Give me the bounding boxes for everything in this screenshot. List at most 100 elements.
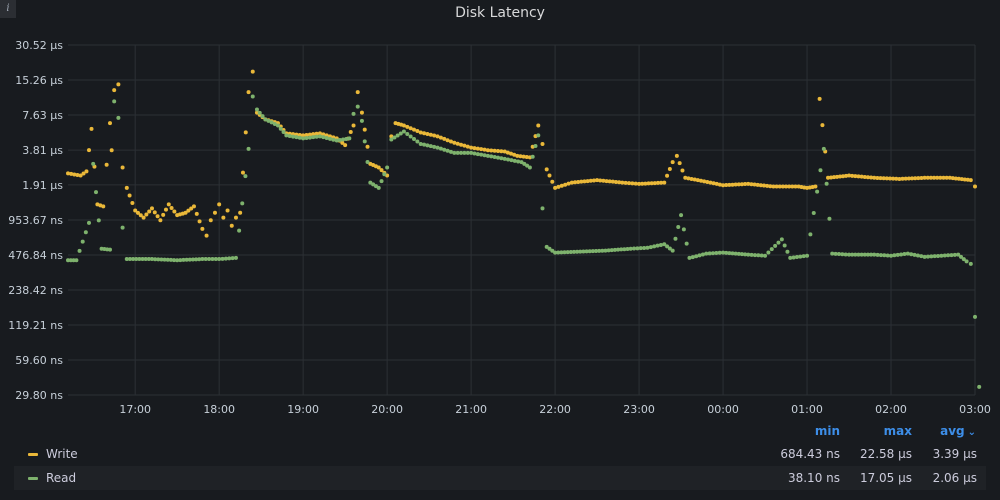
data-point-read <box>159 257 164 262</box>
data-point-write <box>109 148 114 153</box>
data-point-read <box>773 243 778 248</box>
data-point-read <box>961 257 966 262</box>
y-tick-label: 953.67 ns <box>8 214 63 227</box>
data-point-read <box>694 254 699 259</box>
data-point-read <box>801 254 806 259</box>
data-point-write <box>208 218 213 223</box>
data-point-read <box>269 120 274 125</box>
data-point-read <box>727 251 732 256</box>
data-point-read <box>489 154 494 159</box>
data-point-write <box>172 209 177 214</box>
data-point-read <box>395 133 400 138</box>
data-point-read <box>351 111 356 116</box>
data-point-read <box>824 181 829 186</box>
chevron-down-icon: ⌄ <box>967 427 976 438</box>
data-point-read <box>609 248 614 253</box>
data-point-read <box>565 250 570 255</box>
data-point-write <box>670 160 675 165</box>
data-point-write <box>415 129 420 134</box>
data-point-write <box>941 175 946 180</box>
data-point-read <box>915 253 920 258</box>
data-point-read <box>213 257 218 262</box>
x-tick-label: 19:00 <box>287 403 319 416</box>
data-point-write <box>829 175 834 180</box>
data-point-read <box>475 152 480 157</box>
legend-header-avg[interactable]: avg ⌄ <box>930 424 976 440</box>
data-point-write <box>459 142 464 147</box>
data-point-write <box>479 147 484 152</box>
legend-swatch-read <box>28 477 38 480</box>
y-tick-label: 15.26 µs <box>15 74 63 87</box>
data-point-write <box>559 183 564 188</box>
data-point-read <box>700 252 705 257</box>
data-point-read <box>506 157 511 162</box>
data-point-write <box>832 175 837 180</box>
data-point-read <box>850 252 855 257</box>
data-point-read <box>146 257 151 262</box>
data-point-read <box>168 257 173 262</box>
legend-row-write[interactable]: Write 684.43 ns 22.58 µs 3.39 µs <box>14 442 986 466</box>
data-point-read <box>949 253 954 258</box>
data-point-write <box>755 182 760 187</box>
data-point-read <box>556 250 561 255</box>
data-point-write <box>869 175 874 180</box>
data-point-write <box>841 174 846 179</box>
data-point-write <box>149 206 154 211</box>
data-point-read <box>756 253 761 258</box>
data-point-read <box>878 253 883 258</box>
data-point-read <box>808 232 813 237</box>
data-point-read <box>149 257 154 262</box>
data-point-read <box>530 154 535 159</box>
panel-title[interactable]: Disk Latency <box>455 5 545 21</box>
data-point-write <box>925 175 930 180</box>
data-point-read <box>642 245 647 250</box>
data-point-read <box>334 138 339 143</box>
data-point-read <box>304 135 309 140</box>
data-point-write <box>200 226 205 231</box>
legend-row-read[interactable]: Read 38.10 ns 17.05 µs 2.06 µs <box>14 466 986 490</box>
data-point-write <box>317 131 322 136</box>
data-point-write <box>610 179 615 184</box>
data-point-read <box>116 115 121 120</box>
data-point-write <box>84 169 89 174</box>
data-point-read <box>442 147 447 152</box>
data-point-read <box>964 259 969 264</box>
data-point-write <box>147 209 152 214</box>
data-point-read <box>448 149 453 154</box>
data-point-read <box>243 174 248 179</box>
data-point-read <box>134 257 139 262</box>
data-point-write <box>765 183 770 188</box>
x-tick-label: 01:00 <box>791 403 823 416</box>
data-point-read <box>811 210 816 215</box>
data-point-write <box>379 168 384 173</box>
data-point-read <box>435 145 440 150</box>
info-icon[interactable]: i <box>0 0 16 18</box>
y-tick-label: 476.84 ns <box>8 249 63 262</box>
data-point-write <box>607 179 612 184</box>
data-point-read <box>655 243 660 248</box>
data-point-read <box>328 136 333 141</box>
data-point-write <box>944 175 949 180</box>
data-point-read <box>499 156 504 161</box>
data-point-write <box>692 177 697 182</box>
data-point-write <box>582 179 587 184</box>
data-point-read <box>635 246 640 251</box>
y-tick-label: 59.60 ns <box>15 354 63 367</box>
legend-header-min[interactable]: min <box>814 424 840 438</box>
data-point-read <box>200 257 205 262</box>
data-point-read <box>847 252 852 257</box>
data-point-write <box>138 213 143 218</box>
data-point-write <box>956 176 961 181</box>
data-point-write <box>862 174 867 179</box>
data-point-write <box>817 96 822 101</box>
legend-series-name: Write <box>46 447 78 461</box>
data-point-write <box>646 181 651 186</box>
data-point-write <box>376 165 381 170</box>
legend-header-max[interactable]: max <box>883 424 912 438</box>
data-point-write <box>739 182 744 187</box>
legend-max-value: 22.58 µs <box>859 447 912 461</box>
data-point-write <box>191 204 196 209</box>
data-point-read <box>724 250 729 255</box>
data-point-write <box>428 132 433 137</box>
data-point-read <box>482 153 487 158</box>
